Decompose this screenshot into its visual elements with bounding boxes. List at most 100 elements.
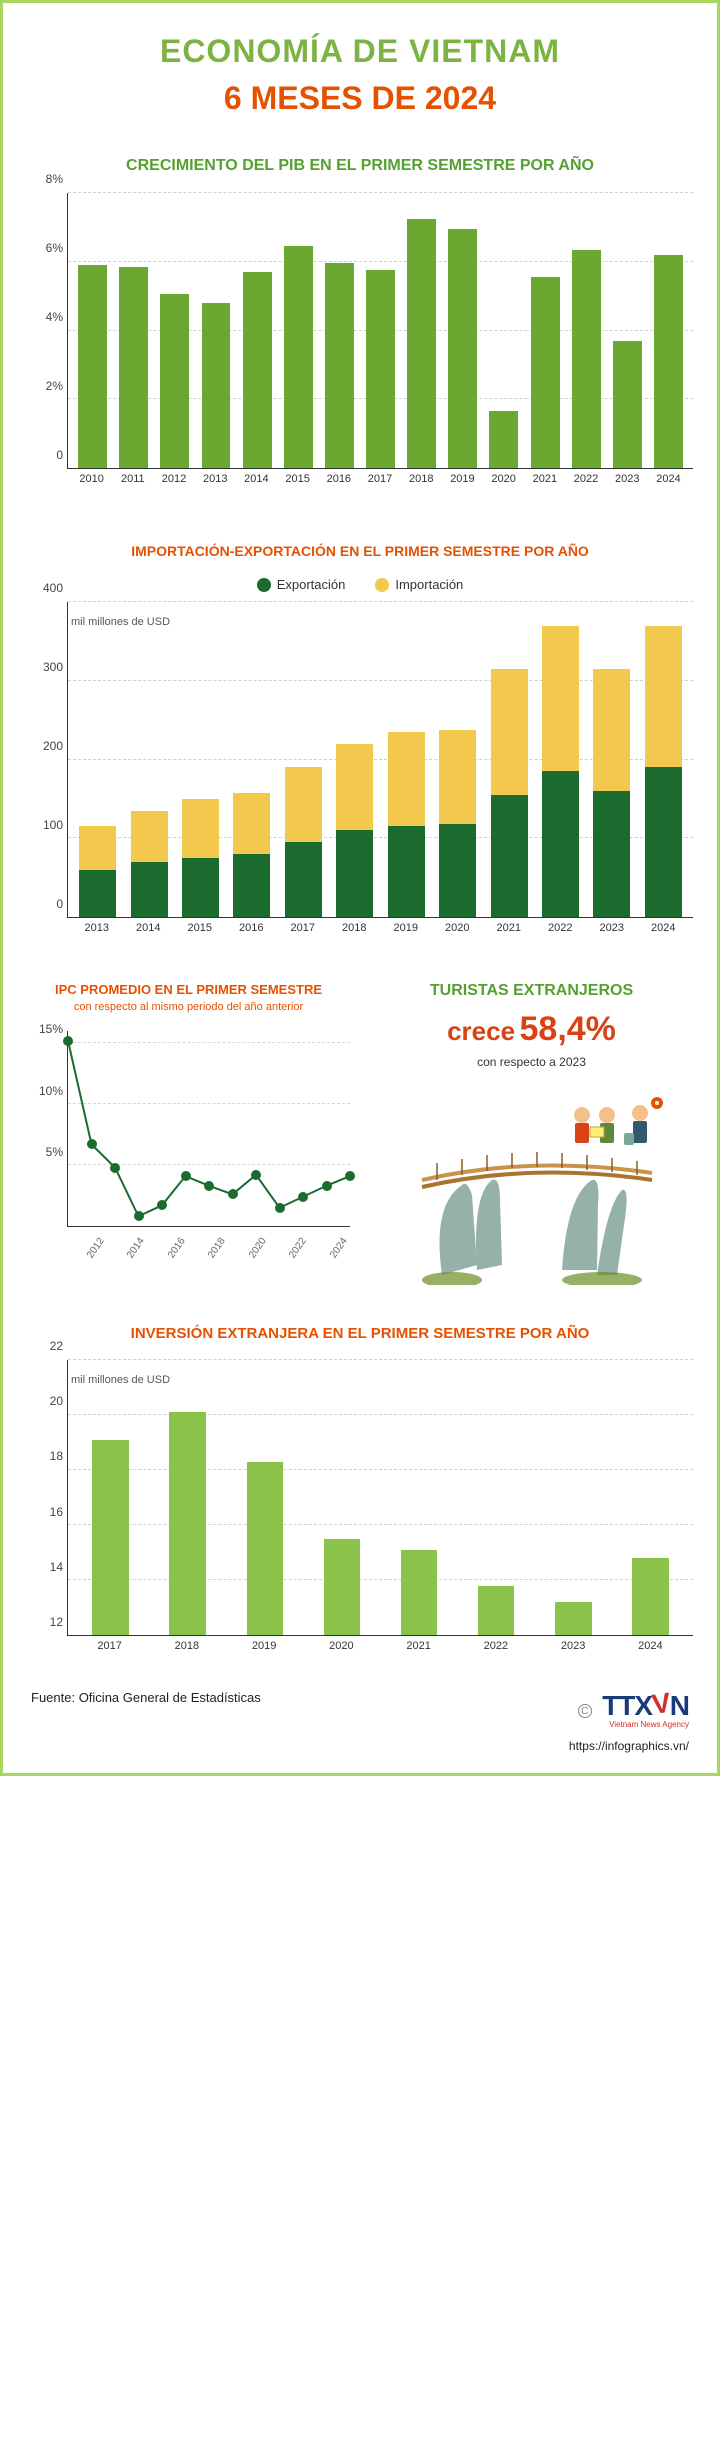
tourists-title: TURISTAS EXTRANJEROS: [370, 982, 693, 1000]
y-tick: 18: [50, 1449, 63, 1463]
bar-slot: [362, 193, 399, 468]
bar-export: [593, 791, 630, 917]
line-marker: [322, 1181, 332, 1191]
bar-export: [388, 826, 425, 917]
y-tick: 0: [56, 897, 63, 911]
line-marker: [110, 1163, 120, 1173]
bar-slot: [609, 193, 646, 468]
logo-text: TTXVN: [602, 1690, 689, 1721]
bar-slot: [321, 193, 358, 468]
main-title: ECONOMÍA DE VIETNAM: [27, 33, 693, 70]
bar-import: [593, 669, 630, 791]
line-marker: [204, 1181, 214, 1191]
x-label: 2018: [331, 918, 379, 942]
y-tick: 2%: [46, 379, 63, 393]
y-tick: 12: [50, 1615, 63, 1629]
bar-slot: [331, 602, 378, 917]
bar-slot: [650, 193, 687, 468]
x-label: 2016: [228, 918, 276, 942]
line-marker: [63, 1036, 73, 1046]
bar-slot: [403, 193, 440, 468]
cpi-subtitle: con respecto al mismo periodo del año an…: [27, 1001, 350, 1013]
bar: [202, 303, 231, 468]
legend-export-label: Exportación: [277, 577, 346, 592]
bar-slot: [151, 1360, 224, 1635]
line-marker: [275, 1203, 285, 1213]
tourists-growth: crece 58,4%: [370, 1010, 693, 1049]
bar-export: [336, 830, 373, 917]
bar-slot: [434, 602, 481, 917]
x-label: 2016: [320, 469, 357, 493]
bar: [478, 1586, 515, 1636]
y-tick: 0: [56, 448, 63, 462]
bar-slot: [305, 1360, 378, 1635]
x-label: 2017: [361, 469, 398, 493]
bar: [654, 255, 683, 468]
gdp-chart-title: CRECIMIENTO DEL PIB EN EL PRIMER SEMESTR…: [27, 157, 693, 175]
x-label: 2018: [194, 1227, 222, 1251]
y-tick: 6%: [46, 241, 63, 255]
bar-import: [79, 826, 116, 869]
bar-slot: [383, 602, 430, 917]
x-label: 2014: [238, 469, 275, 493]
bar: [401, 1550, 438, 1635]
y-tick: 20: [50, 1394, 63, 1408]
infographic-container: ECONOMÍA DE VIETNAM 6 MESES DE 2024 CREC…: [0, 0, 720, 1776]
bar: [160, 294, 189, 468]
cpi-title: IPC PROMEDIO EN EL PRIMER SEMESTRE: [27, 982, 350, 997]
x-label: 2019: [382, 918, 430, 942]
bar-slot: [228, 602, 275, 917]
bar: [448, 229, 477, 468]
x-label: 2017: [279, 918, 327, 942]
y-tick: 16: [50, 1505, 63, 1519]
y-tick: 100: [43, 818, 63, 832]
y-tick: 300: [43, 660, 63, 674]
bar-slot: [640, 602, 687, 917]
x-label: 2014: [113, 1227, 141, 1251]
bar: [632, 1558, 669, 1635]
x-label: 2024: [614, 1636, 687, 1660]
x-label: 2020: [485, 469, 522, 493]
bar-slot: [383, 1360, 456, 1635]
bar-import: [285, 767, 322, 842]
x-label: 2012: [155, 469, 192, 493]
bar-slot: [485, 193, 522, 468]
bar-import: [131, 811, 168, 862]
bar-slot: [228, 1360, 301, 1635]
x-label: 2022: [275, 1227, 303, 1251]
bar-slot: [280, 602, 327, 917]
x-label: 2022: [537, 918, 585, 942]
bar: [92, 1440, 129, 1635]
x-label: 2023: [588, 918, 636, 942]
legend-import-label: Importación: [395, 577, 463, 592]
footer: Fuente: Oficina General de Estadísticas …: [27, 1690, 693, 1753]
x-label: 2018: [150, 1636, 223, 1660]
bar-slot: [537, 602, 584, 917]
y-tick: 10%: [39, 1084, 63, 1098]
bar: [407, 219, 436, 468]
x-label: 2015: [176, 918, 224, 942]
bar-slot: [537, 1360, 610, 1635]
y-tick: 14: [50, 1560, 63, 1574]
bar-slot: [527, 193, 564, 468]
bar: [325, 263, 354, 468]
x-label: 2021: [485, 918, 533, 942]
bar: [243, 272, 272, 468]
tourists-illustration: [370, 1085, 693, 1285]
trade-legend: Exportación Importación: [27, 577, 693, 592]
x-label: 2016: [154, 1227, 182, 1251]
y-tick: 400: [43, 581, 63, 595]
line-marker: [228, 1189, 238, 1199]
line-marker: [298, 1192, 308, 1202]
bar-slot: [74, 1360, 147, 1635]
x-label: 2020: [305, 1636, 378, 1660]
x-label: 2019: [228, 1636, 301, 1660]
x-label: 2024: [650, 469, 687, 493]
bar-export: [131, 862, 168, 917]
x-label: 2017: [73, 1636, 146, 1660]
line-marker: [345, 1171, 355, 1181]
bar: [169, 1412, 206, 1635]
trade-chart-title: IMPORTACIÓN-EXPORTACIÓN EN EL PRIMER SEM…: [27, 543, 693, 559]
bar-slot: [74, 193, 111, 468]
legend-swatch-export: [257, 578, 271, 592]
